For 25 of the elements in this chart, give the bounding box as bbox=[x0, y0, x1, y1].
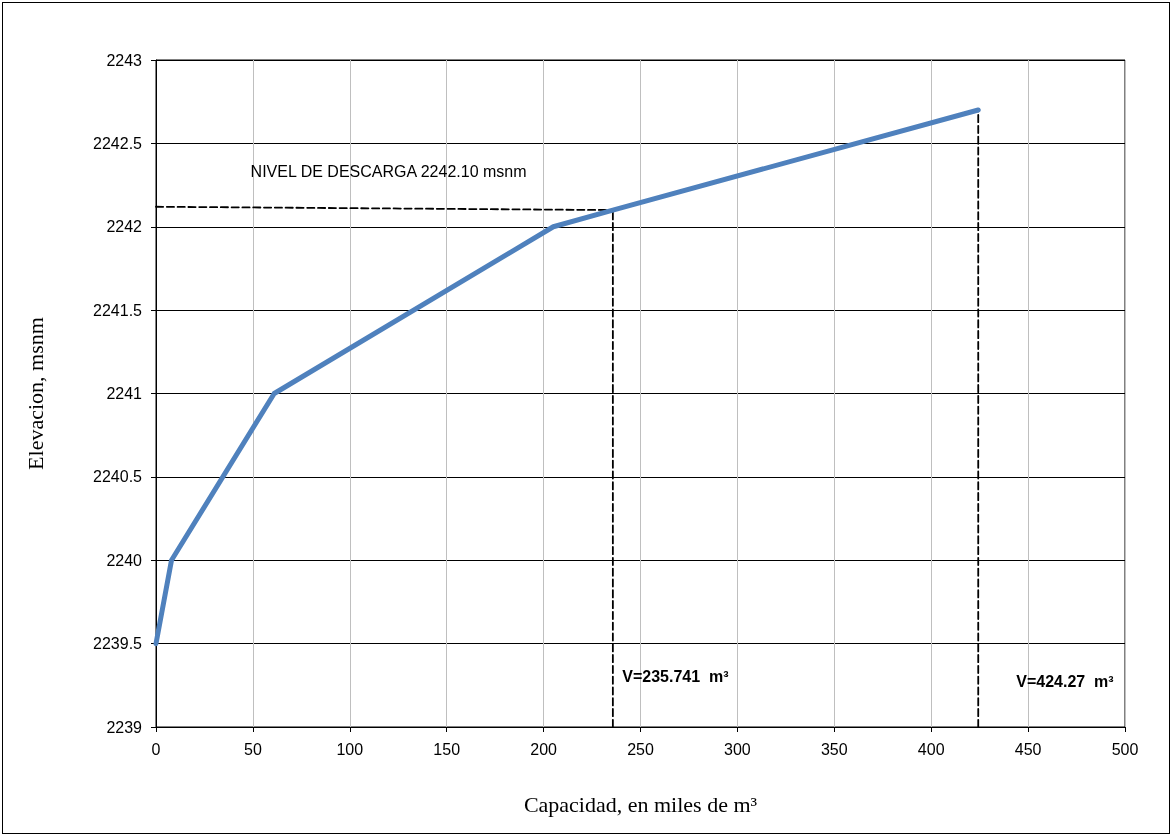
x-tick-label: 250 bbox=[627, 740, 654, 758]
y-tick-label: 2239.5 bbox=[93, 635, 143, 653]
x-tick-label: 100 bbox=[336, 740, 364, 758]
y-tick-label: 2242.5 bbox=[93, 134, 143, 152]
y-tick-label: 2239 bbox=[106, 718, 143, 736]
y-tick-label: 2241 bbox=[106, 385, 143, 402]
annotation: V=235.741 m³ bbox=[622, 668, 729, 686]
x-tick-label: 400 bbox=[917, 740, 945, 758]
x-tick-label: 500 bbox=[1111, 740, 1139, 758]
x-tick-label: 50 bbox=[244, 740, 262, 758]
y-tick-label: 2241.5 bbox=[93, 301, 143, 319]
x-tick-label: 300 bbox=[724, 740, 751, 758]
y-tick-label: 2240 bbox=[106, 551, 143, 569]
annotation: V=424.27 m³ bbox=[1016, 673, 1114, 691]
x-tick-label: 350 bbox=[820, 740, 848, 758]
y-tick-label: 2240.5 bbox=[93, 468, 143, 486]
y-tick-label: 2243 bbox=[106, 51, 143, 69]
y-axis-title: Elevacion, msnm bbox=[22, 317, 48, 470]
annotation: NIVEL DE DESCARGA 2242.10 msnm bbox=[250, 163, 527, 181]
x-tick-label: 150 bbox=[433, 740, 461, 758]
y-tick-label: 2242 bbox=[106, 218, 143, 236]
x-tick-label: 200 bbox=[530, 740, 558, 758]
x-tick-label: 0 bbox=[151, 740, 161, 758]
x-axis-title: Capacidad, en miles de m³ bbox=[523, 791, 758, 817]
x-tick-label: 450 bbox=[1014, 740, 1042, 758]
